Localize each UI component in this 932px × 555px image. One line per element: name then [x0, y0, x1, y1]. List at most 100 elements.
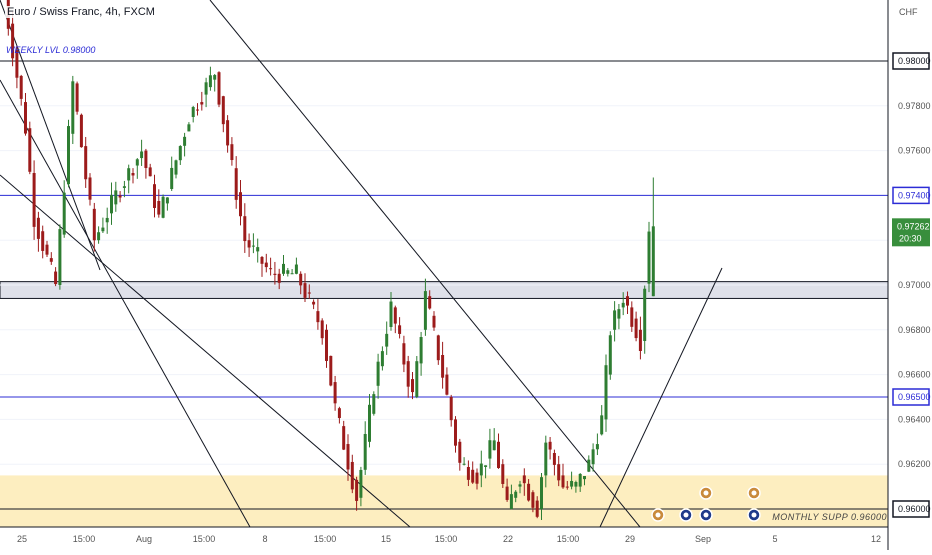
- x-tick-label: 15:00: [435, 534, 458, 544]
- price-label-box: [892, 500, 930, 518]
- y-tick-label: 0.96400: [898, 414, 931, 424]
- candle-down: [342, 426, 346, 450]
- candle-down: [54, 271, 58, 285]
- candle-up: [492, 440, 496, 451]
- candle-up: [415, 361, 419, 397]
- event-icon-dot: [655, 512, 661, 518]
- trend-line: [0, 79, 251, 528]
- trend-line: [0, 0, 101, 271]
- candle-up: [600, 415, 604, 435]
- candle-up: [570, 480, 574, 487]
- candle-down: [634, 318, 638, 339]
- candle-down: [247, 240, 251, 248]
- x-tick-label: 29: [625, 534, 635, 544]
- candle-down: [454, 419, 457, 446]
- event-icon-dot: [683, 512, 689, 518]
- candle-down: [260, 257, 264, 264]
- candle-up: [479, 463, 483, 476]
- countdown-text: 20:30: [899, 233, 922, 243]
- candle-down: [19, 75, 23, 99]
- x-tick-label: 25: [17, 534, 27, 544]
- candle-down: [273, 273, 277, 275]
- candle-down: [299, 273, 303, 286]
- candle-up: [651, 226, 655, 297]
- candle-up: [578, 473, 582, 487]
- candle-down: [307, 292, 311, 294]
- candle-down: [406, 361, 410, 387]
- candle-down: [221, 96, 225, 125]
- candle-down: [471, 469, 475, 483]
- candle-up: [544, 442, 548, 476]
- candle-up: [484, 465, 488, 467]
- candle-up: [608, 335, 612, 375]
- candle-up: [122, 186, 126, 188]
- candle-up: [62, 192, 66, 235]
- candle-up: [389, 301, 393, 327]
- candle-up: [509, 494, 513, 509]
- candle-down: [630, 307, 634, 327]
- x-tick-label: 15: [381, 534, 391, 544]
- candle-up: [385, 333, 389, 347]
- candle-down: [217, 72, 221, 105]
- x-tick-label: Aug: [136, 534, 152, 544]
- candle-down: [264, 262, 268, 268]
- candle-up: [140, 151, 144, 159]
- candle-up: [204, 82, 208, 95]
- candle-up: [97, 232, 101, 241]
- candle-down: [41, 231, 45, 251]
- currency-label: CHF: [899, 7, 918, 17]
- candle-down: [234, 168, 238, 200]
- candle-up: [617, 309, 621, 319]
- y-tick-label: 0.96800: [898, 325, 931, 335]
- candle-down: [501, 464, 505, 484]
- candle-down: [24, 102, 27, 134]
- candle-up: [488, 440, 492, 459]
- candle-up: [587, 459, 591, 472]
- candle-up: [368, 404, 371, 442]
- candle-down: [11, 23, 15, 59]
- candle-down: [432, 315, 436, 328]
- candle-down: [531, 492, 535, 508]
- candle-down: [398, 325, 402, 334]
- candle-down: [350, 461, 354, 490]
- x-tick-label: 15:00: [193, 534, 216, 544]
- y-tick-label: 0.97600: [898, 146, 931, 156]
- candle-up: [294, 264, 298, 274]
- candle-up: [423, 291, 427, 330]
- candle-down: [458, 441, 462, 463]
- x-tick-label: 22: [503, 534, 513, 544]
- candle-up: [135, 159, 139, 166]
- y-tick-label: 0.96000: [898, 504, 931, 514]
- candle-down: [15, 49, 19, 78]
- candle-up: [170, 167, 174, 189]
- candle-up: [286, 270, 290, 274]
- candle-down: [325, 329, 328, 361]
- y-tick-label: 0.96600: [898, 370, 931, 380]
- candle-up: [114, 190, 118, 205]
- y-tick-label: 0.97400: [898, 190, 931, 200]
- candle-down: [84, 146, 88, 180]
- candle-down: [505, 486, 509, 500]
- candle-up: [58, 229, 62, 285]
- candle-down: [226, 120, 230, 146]
- candle-down: [565, 486, 569, 488]
- candle-up: [174, 160, 178, 175]
- candle-down: [196, 109, 199, 111]
- symbol-title[interactable]: Euro / Swiss Franc, 4h, FXCM: [5, 6, 157, 18]
- candle-up: [574, 482, 578, 487]
- event-icon-dot: [751, 490, 757, 496]
- candle-down: [428, 296, 432, 309]
- trend-line: [0, 174, 411, 528]
- x-tick-label: 15:00: [73, 534, 96, 544]
- candle-down: [393, 307, 397, 324]
- y-tick-label: 0.96200: [898, 459, 931, 469]
- price-label-box: [892, 52, 930, 70]
- candle-up: [462, 463, 466, 465]
- candle-up: [282, 263, 285, 274]
- candle-down: [445, 374, 449, 395]
- current-price-badge: [892, 218, 930, 247]
- candle-down: [346, 444, 350, 470]
- candle-up: [101, 227, 105, 232]
